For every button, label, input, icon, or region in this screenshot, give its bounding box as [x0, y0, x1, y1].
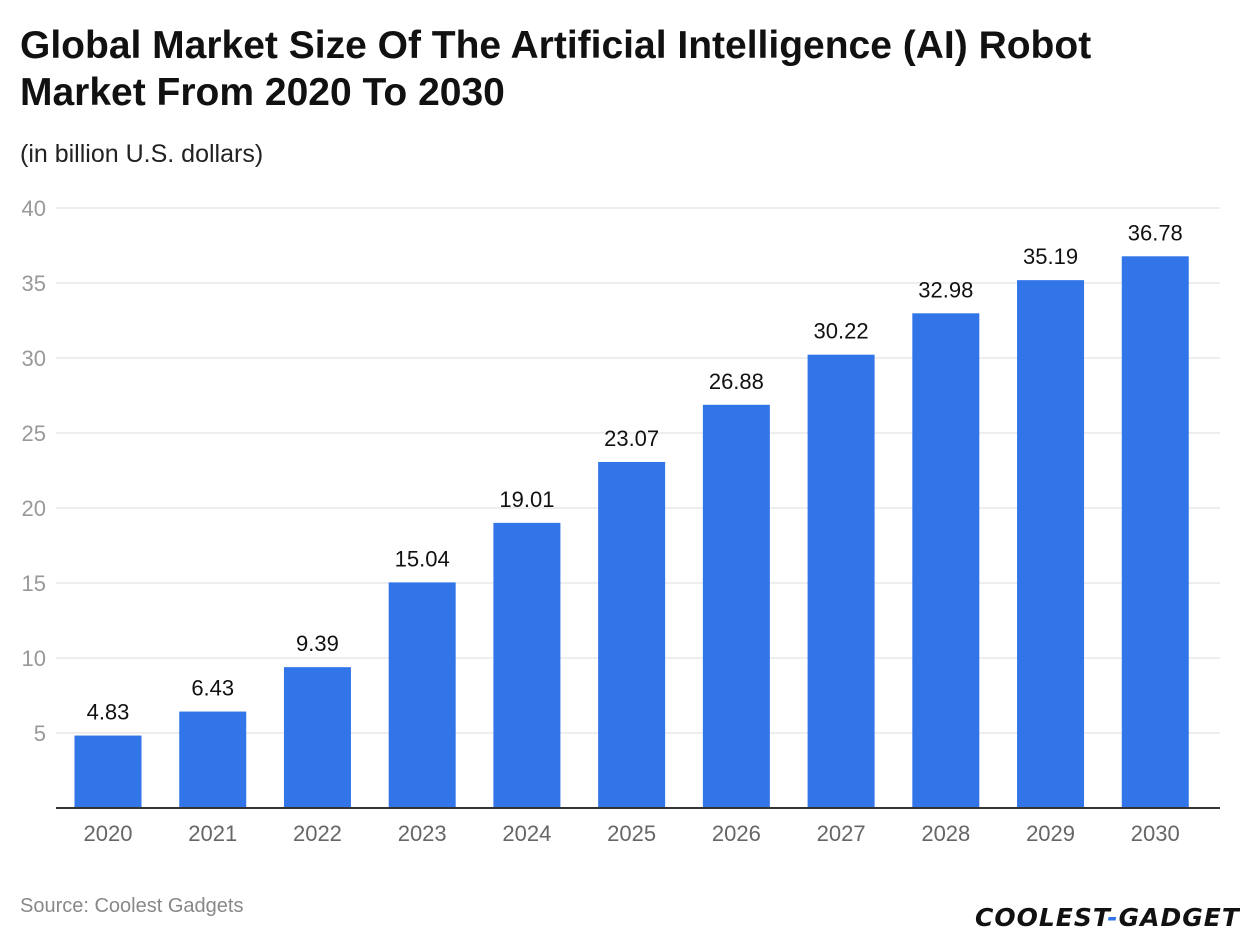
- y-tick-label: 30: [22, 346, 46, 371]
- logo-text-gadgets: GADGETS: [1118, 903, 1240, 932]
- y-tick-label: 25: [22, 421, 46, 446]
- y-axis-ticks: 5 10 15 20 25 30 35 40: [22, 196, 46, 746]
- coolest-gadgets-logo: COOLEST-GADGETS: [975, 903, 1240, 932]
- bar-2022: [283, 667, 351, 808]
- x-tick-label-2022: 2022: [293, 821, 342, 846]
- x-tick-label-2020: 2020: [84, 821, 133, 846]
- x-tick-label-2023: 2023: [398, 821, 447, 846]
- data-label-2020: 4.83: [87, 700, 130, 725]
- data-label-2027: 30.22: [814, 319, 869, 344]
- bar-2029: [1017, 280, 1085, 808]
- bar-2027: [807, 354, 875, 808]
- chart-title: Global Market Size Of The Artificial Int…: [20, 24, 1092, 114]
- data-label-2030: 36.78: [1128, 220, 1183, 245]
- y-tick-label: 10: [22, 646, 46, 671]
- x-tick-label-2027: 2027: [817, 821, 866, 846]
- bar-2024: [493, 522, 561, 808]
- bar-2026: [702, 404, 770, 808]
- y-tick-label: 35: [22, 271, 46, 296]
- y-tick-label: 5: [34, 721, 46, 746]
- bar-2030: [1121, 256, 1189, 808]
- x-tick-label-2024: 2024: [502, 821, 551, 846]
- data-labels: 4.83 6.43 9.39 15.04 19.01 23.07 26.88 30.22 32.…: [87, 220, 1183, 724]
- data-label-2029: 35.19: [1023, 244, 1078, 269]
- logo-separator: -: [1107, 903, 1119, 932]
- data-label-2021: 6.43: [191, 676, 234, 701]
- source-note: Source: Coolest Gadgets: [20, 895, 244, 917]
- x-axis-ticks: 2020 2021 2022 2023 2024 2025 2026 2027 2028 2029…: [84, 821, 1180, 846]
- data-label-2024: 19.01: [499, 487, 554, 512]
- x-tick-label-2029: 2029: [1026, 821, 1075, 846]
- chart-subtitle: (in billion U.S. dollars): [20, 140, 264, 168]
- bars: [74, 256, 1189, 808]
- bar-2025: [598, 461, 666, 808]
- y-tick-label: 15: [22, 571, 46, 596]
- data-label-2022: 9.39: [296, 631, 339, 656]
- bar-2028: [912, 313, 980, 808]
- x-tick-label-2028: 2028: [921, 821, 970, 846]
- data-label-2023: 15.04: [395, 546, 450, 571]
- y-tick-label: 40: [22, 196, 46, 221]
- x-tick-label-2025: 2025: [607, 821, 656, 846]
- x-tick-label-2030: 2030: [1131, 821, 1180, 846]
- bar-2023: [388, 582, 456, 808]
- data-label-2026: 26.88: [709, 369, 764, 394]
- logo-text-coolest: COOLEST: [975, 903, 1108, 932]
- bar-2020: [74, 735, 142, 808]
- x-tick-label-2021: 2021: [188, 821, 237, 846]
- data-label-2025: 23.07: [604, 426, 659, 451]
- y-tick-label: 20: [22, 496, 46, 521]
- bar-2021: [179, 711, 247, 808]
- data-label-2028: 32.98: [918, 277, 973, 302]
- x-tick-label-2026: 2026: [712, 821, 761, 846]
